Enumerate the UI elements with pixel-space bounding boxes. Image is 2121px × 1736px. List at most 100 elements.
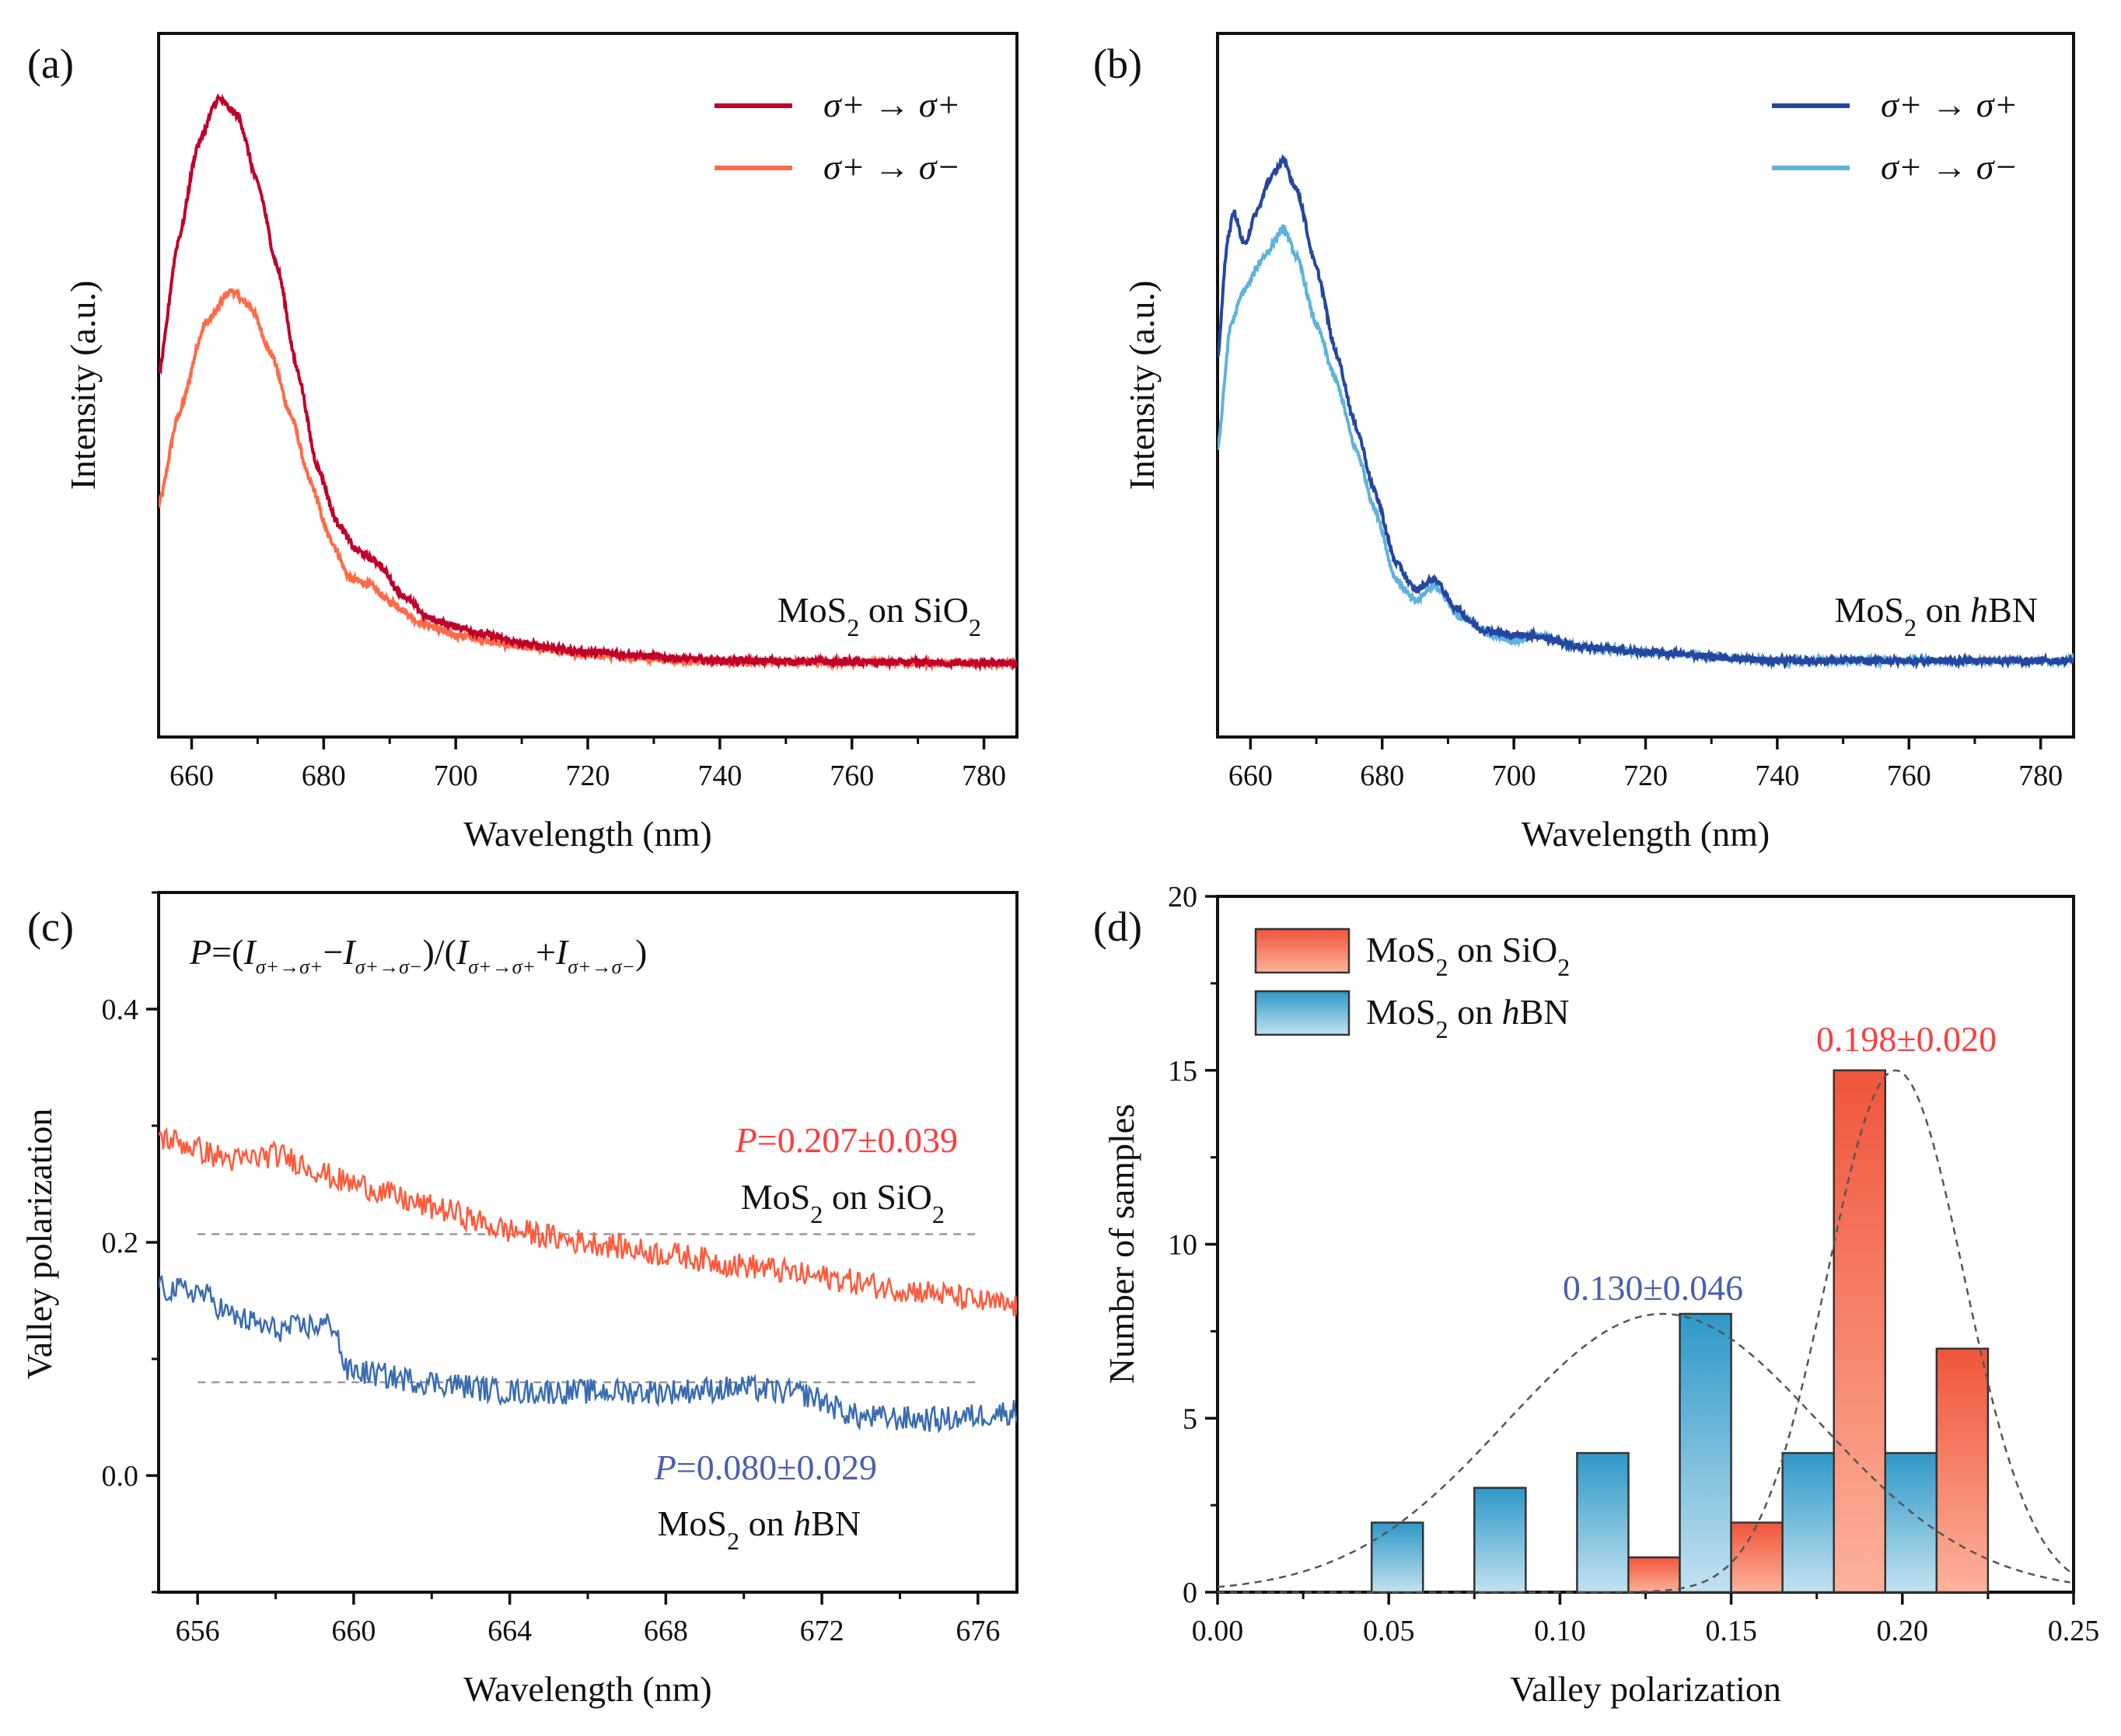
x-tick-label: 720 (1623, 760, 1668, 792)
formula-part: I (456, 932, 470, 972)
legend-label: σ+ → σ+ (1881, 85, 2018, 124)
panel-label: (c) (27, 903, 74, 950)
subscript: 2 (1904, 613, 1917, 641)
panel-b: 660 680 700 720 740 760 780 Wavelength (nm) Inte… (1093, 32, 2075, 854)
text-part: BN (811, 1504, 861, 1543)
subscript: 2 (1435, 953, 1448, 981)
subscript: 2 (1435, 1015, 1448, 1043)
sample-label: MoS2 on hBN (658, 1504, 861, 1555)
sample-annotation: MoS2 on hBN (1835, 590, 2038, 641)
panel-a: 660 680 700 720 740 760 780 Wavelength (nm) Inte… (27, 32, 1019, 854)
text-part: BN (1988, 590, 2038, 630)
x-tick-label: 660 (1228, 760, 1273, 792)
panel-label: (b) (1093, 40, 1142, 87)
legend-label: MoS2 on SiO2 (1366, 930, 1570, 981)
legend-label-part: → (865, 147, 910, 187)
y-tick-label: 0.4 (102, 994, 139, 1026)
text-part: MoS (777, 590, 847, 630)
histogram-bar-hbn (1370, 1521, 1424, 1594)
sample-label: MoS2 on SiO2 (741, 1177, 945, 1228)
legend-label: σ+ → σ+ (823, 85, 960, 124)
histogram-bar-hbn (1884, 1451, 1938, 1594)
x-tick-label: 740 (1755, 760, 1799, 792)
subscript: 2 (810, 1200, 823, 1228)
x-tick-label: 0.15 (1705, 1615, 1757, 1647)
text-part: on SiO (1448, 930, 1558, 969)
fit-annotation: 0.130±0.046 (1563, 1268, 1743, 1308)
sample-annotation: MoS2 on SiO2 (777, 590, 981, 641)
x-tick-label: 780 (962, 760, 1006, 792)
x-tick-label: 680 (1360, 760, 1404, 792)
x-tick-label: 0.05 (1363, 1615, 1415, 1647)
mean-symbol: P (654, 1448, 676, 1487)
text-part: h (1502, 992, 1520, 1032)
formula-part: P (189, 932, 211, 972)
y-axis-label: Intensity (a.u.) (1122, 281, 1162, 491)
x-tick-label: 760 (830, 760, 874, 792)
x-tick-label: 0.10 (1534, 1615, 1586, 1647)
mean-value-annotation: P=0.207±0.039 (735, 1120, 958, 1160)
text-part: MoS (1835, 590, 1904, 630)
histogram-bar-sio2 (1627, 1556, 1681, 1594)
legend-label-part: σ+ (1881, 85, 1923, 124)
histogram-bar-hbn (1576, 1451, 1630, 1594)
legend-label-part: σ+ (823, 85, 865, 124)
x-tick-label: 0.00 (1192, 1615, 1244, 1647)
x-tick-label: 0.25 (2048, 1615, 2100, 1647)
text-part: on SiO (823, 1177, 932, 1217)
histogram-bar-hbn (1781, 1451, 1835, 1594)
legend-label-part: → (865, 85, 910, 124)
y-tick-label: 15 (1168, 1055, 1197, 1088)
x-tick-label: 720 (566, 760, 610, 792)
legend-label-part: σ− (910, 147, 960, 187)
plot-frame (157, 32, 1019, 739)
text-part: on (1917, 590, 1970, 630)
polarization-line (159, 1274, 1017, 1434)
y-tick-label: 5 (1183, 1402, 1197, 1435)
subscript: 2 (1557, 953, 1570, 981)
text-part: MoS (741, 1177, 810, 1217)
histogram-bar-sio2 (1833, 1069, 1887, 1594)
panel-d: 0.00 0.05 0.10 0.15 0.20 0.25 0 5 10 15 20 Valley p… (1093, 881, 2099, 1709)
subscript: 2 (727, 1527, 739, 1555)
x-tick-label: 740 (697, 760, 742, 792)
y-tick-label: 0.2 (102, 1227, 139, 1259)
y-tick-label: 0 (1183, 1577, 1197, 1609)
spectrum-line (1218, 153, 2074, 670)
legend-label: σ+ → σ− (823, 147, 960, 187)
text-part: BN (1520, 992, 1570, 1032)
x-tick-label: 760 (1887, 760, 1931, 792)
mean-value: =0.080±0.029 (676, 1448, 877, 1487)
histogram-bar-sio2 (1730, 1521, 1784, 1594)
y-tick-label: 20 (1168, 881, 1197, 913)
x-axis-label: Wavelength (nm) (1522, 814, 1770, 854)
subscript: 2 (969, 613, 981, 641)
x-tick-label: 672 (800, 1615, 844, 1647)
panel-c: 656 660 664 668 672 676 0.0 0.2 0.4 Wavelength (n… (19, 891, 1019, 1709)
text-part: on SiO (859, 590, 969, 630)
histogram-bar-hbn (1679, 1312, 1732, 1594)
legend-label: MoS2 on hBN (1366, 992, 1569, 1043)
x-tick-label: 660 (331, 1615, 376, 1647)
gaussian-fit-curve (1218, 1069, 2071, 1594)
subscript: 2 (932, 1200, 945, 1228)
y-axis-label: Number of samples (1102, 1104, 1141, 1384)
text-part: MoS (1366, 930, 1435, 969)
panel-label: (a) (27, 40, 74, 87)
fit-annotation: 0.198±0.020 (1816, 1019, 1997, 1059)
legend-label: σ+ → σ− (1881, 147, 2018, 187)
formula-part: I (342, 932, 357, 972)
x-tick-label: 0.20 (1877, 1615, 1929, 1647)
legend-label-part: σ+ (910, 85, 960, 124)
legend-label-part: σ− (1967, 147, 2018, 187)
formula-part: σ+→σ− (355, 955, 423, 978)
x-axis-label: Wavelength (nm) (463, 1669, 711, 1709)
x-tick-label: 664 (487, 1615, 532, 1647)
polarization-line (159, 1126, 1017, 1317)
mean-value: =0.207±0.039 (757, 1120, 958, 1160)
formula-part: − (323, 932, 343, 972)
subscript: 2 (847, 613, 859, 641)
formula-part: σ+→σ− (568, 955, 635, 978)
y-axis-label: Intensity (a.u.) (63, 281, 103, 491)
